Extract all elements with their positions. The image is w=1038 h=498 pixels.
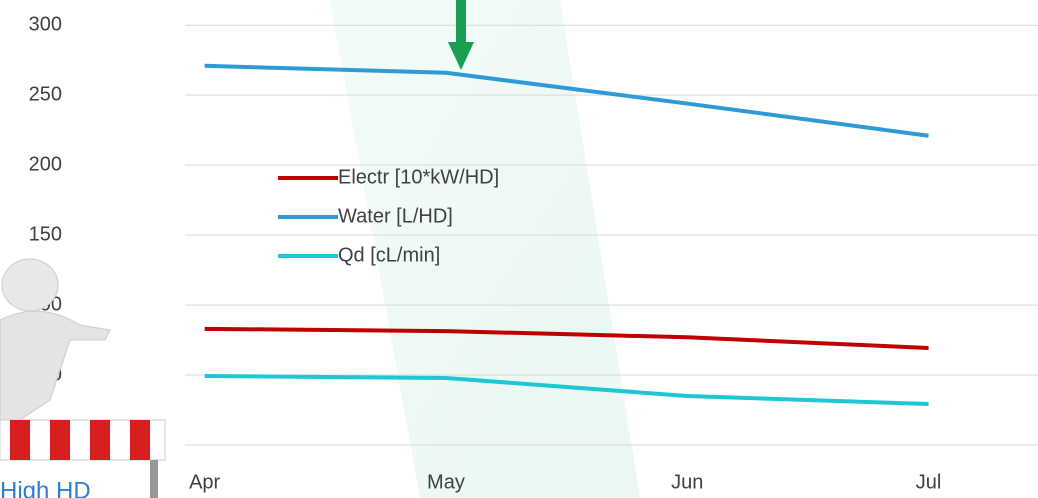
y-tick-label: 150 xyxy=(29,223,62,245)
x-tick-label: Jun xyxy=(671,471,703,493)
legend-label: Electr [10*kW/HD] xyxy=(338,166,499,188)
background-band xyxy=(330,0,640,498)
legend-label: Water [L/HD] xyxy=(338,205,453,227)
series-line xyxy=(204,63,929,138)
legend-label: Qd [cL/min] xyxy=(338,244,440,266)
series-line xyxy=(204,326,929,351)
y-tick-label: 300 xyxy=(29,13,62,35)
legend: Electr [10*kW/HD] Water [L/HD] Qd [cL/min] xyxy=(278,166,499,266)
hurdler-illustration xyxy=(0,258,166,498)
annotation: High HD xyxy=(0,477,91,498)
x-tick-label: May xyxy=(427,471,465,493)
y-tick-label: 200 xyxy=(29,153,62,175)
x-tick-label: Jul xyxy=(916,471,942,493)
x-tick-label: Apr xyxy=(189,471,220,493)
green-arrow xyxy=(448,0,474,70)
y-tick-label: 250 xyxy=(29,83,62,105)
series-line xyxy=(204,374,929,406)
